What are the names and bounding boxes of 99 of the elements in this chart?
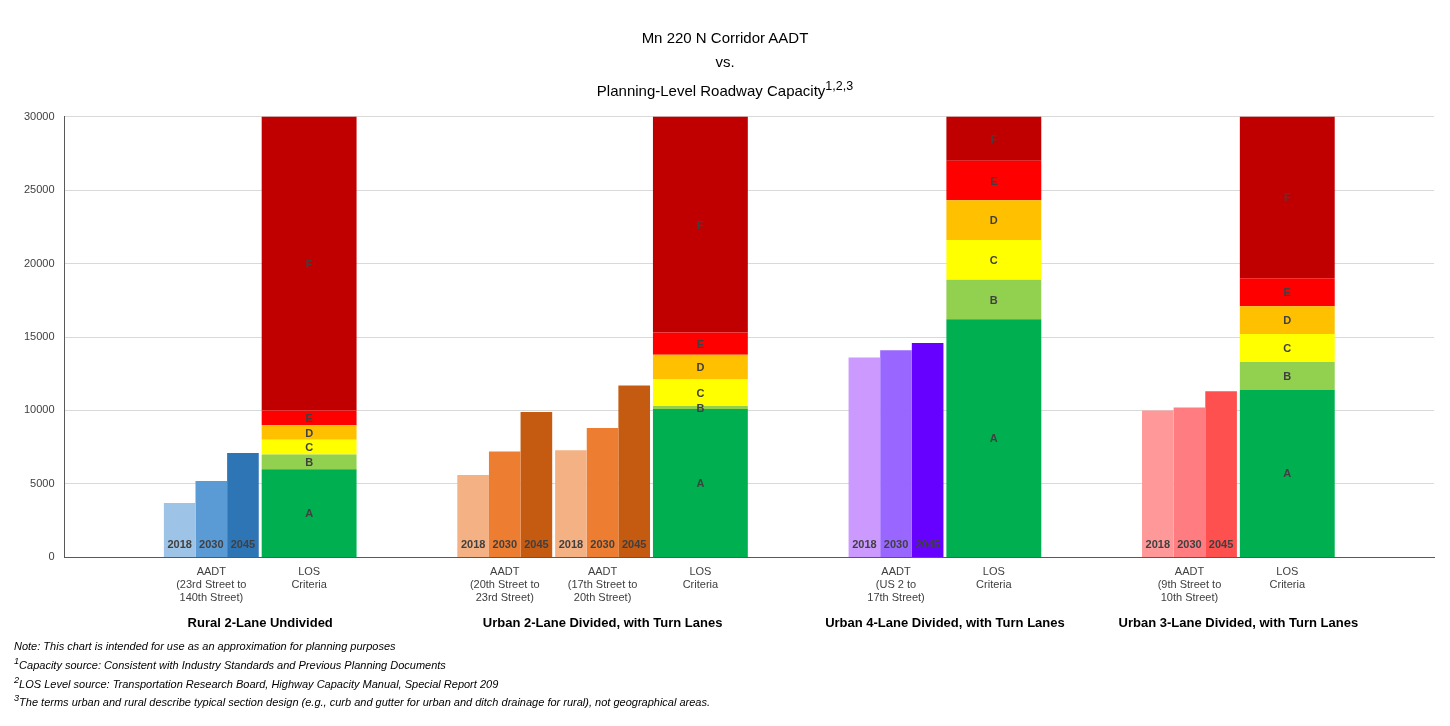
text: 2018 xyxy=(852,537,877,550)
series-label: 2030 xyxy=(883,537,909,550)
bar xyxy=(1239,278,1335,307)
text: C xyxy=(1283,342,1292,355)
bar xyxy=(457,475,489,557)
x-tick-label: AADT (23rd Street to 140th Street) xyxy=(176,565,247,604)
text: $^{1}$Capacity source: Consistent with Industry Standards and Previous Planning Documents xyxy=(14,655,447,673)
text: B xyxy=(989,293,998,306)
bar xyxy=(911,342,944,557)
text: A xyxy=(989,432,998,445)
text: 2030 xyxy=(590,537,615,550)
text: D xyxy=(696,361,705,374)
text: D xyxy=(989,214,998,227)
text: A xyxy=(696,476,705,489)
text: D xyxy=(1283,314,1292,327)
x-tick-label: AADT (US 2 to 17th Street) xyxy=(867,565,925,604)
text: 2045 xyxy=(915,537,940,550)
text: 2030 xyxy=(199,537,224,550)
text: B xyxy=(696,401,705,414)
bar xyxy=(652,354,748,380)
series-label: F xyxy=(990,132,998,145)
series-label: B xyxy=(305,455,314,468)
text: F xyxy=(1283,191,1291,204)
text: C xyxy=(696,386,705,399)
bar xyxy=(195,481,228,557)
text: Urban 3-Lane Divided, with Turn Lanes xyxy=(1118,615,1359,631)
text: 2045 xyxy=(230,537,256,550)
bar xyxy=(586,428,619,557)
y-tick-label: 30000 xyxy=(23,109,55,122)
text: Urban 2-Lane Divided, with Turn Lanes xyxy=(482,615,723,631)
bar xyxy=(946,200,1042,241)
bar xyxy=(261,410,357,426)
text: Note: This chart is intended for use as an approximation for planning purposes xyxy=(14,639,397,654)
x-tick-label: AADT (17th Street to 20th Street) xyxy=(567,565,638,604)
bar xyxy=(555,450,587,557)
y-tick-label: 20000 xyxy=(23,256,55,269)
text: 2030 xyxy=(1177,537,1202,550)
bar xyxy=(227,453,259,557)
series-label: 2018 xyxy=(558,537,584,550)
bar xyxy=(1173,407,1206,557)
y-tick-label: 15000 xyxy=(23,330,55,343)
bar xyxy=(520,411,553,557)
bar xyxy=(618,385,651,557)
x-tick-label: LOS Criteria xyxy=(976,565,1013,591)
bar xyxy=(1239,361,1335,390)
y-tick-label: 10000 xyxy=(23,403,55,416)
bar xyxy=(946,116,1042,161)
bar xyxy=(1239,116,1335,279)
bar xyxy=(1205,391,1237,557)
bar xyxy=(261,425,357,440)
y-tick-label: 25000 xyxy=(23,183,55,196)
text: 2018 xyxy=(460,537,486,550)
bar xyxy=(652,332,748,355)
bar xyxy=(261,439,357,455)
bar xyxy=(1239,334,1335,362)
series-label: A xyxy=(305,507,314,520)
bar xyxy=(946,240,1042,280)
bar xyxy=(261,469,357,557)
y-tick-label: 5000 xyxy=(30,476,55,489)
text: Urban 4-Lane Divided, with Turn Lanes xyxy=(825,615,1065,631)
text: 2045 xyxy=(1208,537,1234,550)
chart-title: Mn 220 N Corridor AADT vs. Planning-Level Roadway Capacity$^{1,2,3}$ xyxy=(595,28,855,101)
text: 2030 xyxy=(492,537,517,550)
bar xyxy=(1239,306,1335,335)
bar xyxy=(488,451,521,557)
x-tick-label: LOS Criteria xyxy=(291,565,328,591)
bar xyxy=(946,160,1042,201)
bar xyxy=(848,357,881,557)
text: F xyxy=(305,257,313,270)
series-label: 2045 xyxy=(524,537,549,550)
bar xyxy=(946,319,1042,557)
x-tick-label: LOS Criteria xyxy=(682,565,719,591)
text: $^{3}$The terms urban and rural describe typical section design (e.g., curb and gutter for urban and ditch drainage for rural), not geographical areas. xyxy=(14,692,712,710)
bar xyxy=(261,116,357,411)
text: E xyxy=(696,337,705,350)
series-label: D xyxy=(305,426,314,439)
y-tick-label: 0 xyxy=(48,550,55,563)
bar xyxy=(1142,410,1174,557)
bar xyxy=(261,454,357,470)
text: 2045 xyxy=(621,537,647,550)
bar xyxy=(880,350,912,557)
text: E xyxy=(1283,286,1291,299)
x-tick-label: AADT (20th Street to 23rd Street) xyxy=(469,565,540,604)
text: Rural 2-Lane Undivided xyxy=(187,615,333,631)
text: 2018 xyxy=(1145,537,1171,550)
series-label: C xyxy=(305,441,314,454)
text: 2018 xyxy=(167,537,192,550)
bar xyxy=(652,116,748,333)
x-tick-label: AADT (9th Street to 10th Street) xyxy=(1157,565,1222,604)
text: F xyxy=(697,218,704,231)
series-label: E xyxy=(305,411,313,424)
bar xyxy=(946,279,1042,320)
text: E xyxy=(990,174,998,187)
bar xyxy=(1239,389,1335,557)
x-tick-label: LOS Criteria xyxy=(1269,565,1306,591)
text: A xyxy=(1283,467,1292,480)
text: B xyxy=(1283,369,1292,382)
text: C xyxy=(989,253,998,266)
text: $^{2}$LOS Level source: Transportation Research Board, Highway Capacity Manual, Special Report 209 xyxy=(14,673,500,692)
